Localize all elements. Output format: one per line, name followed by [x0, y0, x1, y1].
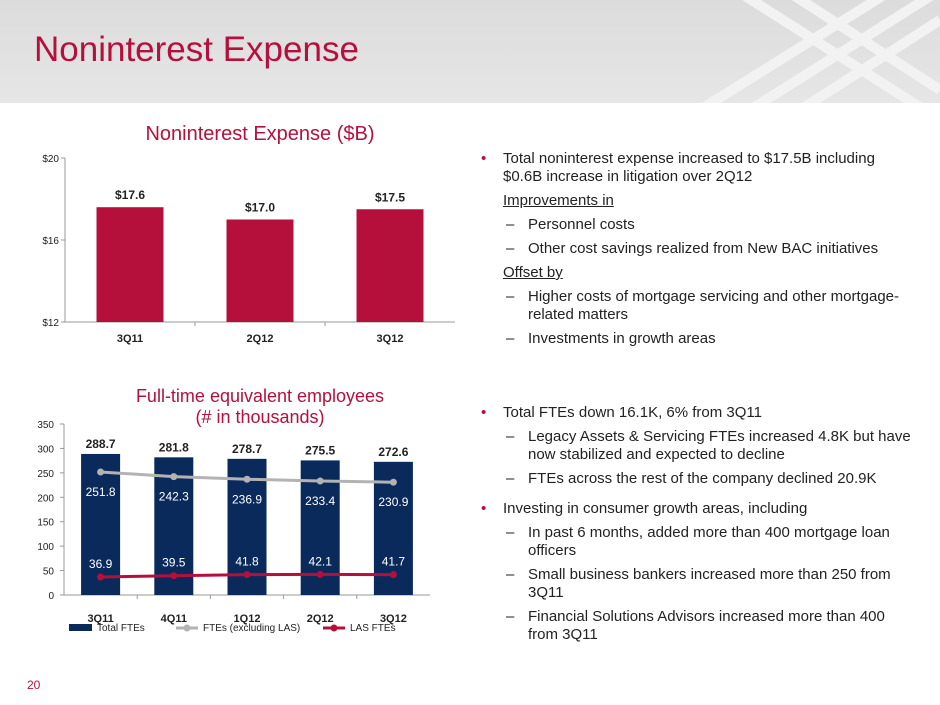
las-fte-point — [243, 571, 251, 579]
fte-excl-las-point — [316, 477, 324, 485]
total-fte-label: 288.7 — [86, 437, 116, 451]
fte-combo-chart: 0 50 100 150 200 250 300 350 288.7 3Q11 281.8 4Q11 2… — [37, 420, 430, 634]
bullet-item: Total noninterest expense increased to $… — [478, 150, 918, 186]
fte-excl-las-label: 251.8 — [86, 485, 116, 499]
x-tick-label: 3Q12 — [377, 333, 404, 345]
y-tick-label: $16 — [42, 236, 59, 247]
legend-marker-fte-excl-las — [183, 624, 191, 632]
sub-bullet-item: In past 6 months, added more than 400 mo… — [478, 524, 918, 560]
page-number: 20 — [27, 678, 41, 692]
y-tick-label: 0 — [48, 591, 54, 602]
fte-excl-las-label: 242.3 — [159, 490, 189, 504]
las-fte-point — [316, 570, 324, 578]
fte-excl-las-point — [170, 473, 178, 481]
fte-excl-las-label: 230.9 — [378, 495, 408, 509]
sub-bullet-item: Legacy Assets & Servicing FTEs increased… — [478, 428, 918, 464]
sub-bullet-item: Investments in growth areas — [478, 330, 918, 348]
y-tick-label: 100 — [37, 542, 54, 553]
legend-marker-las-ftes — [330, 624, 338, 632]
fte-chart-title-line1: Full-time equivalent employees — [135, 386, 385, 406]
bullet-heading: Improvements in — [503, 192, 614, 209]
flag-pattern-decoration — [701, 0, 940, 103]
x-tick-label: 1Q12 — [234, 613, 261, 625]
expense-chart-title: Noninterest Expense ($B) — [145, 123, 375, 145]
bullet-heading: Offset by — [503, 264, 563, 281]
bullet-item: Investing in consumer growth areas, incl… — [478, 500, 918, 518]
fte-excl-las-label: 236.9 — [232, 492, 262, 506]
y-tick-label: $12 — [42, 318, 59, 329]
las-fte-point — [389, 571, 397, 579]
sub-bullet-item: Higher costs of mortgage servicing and o… — [478, 288, 918, 324]
fte-commentary: Total FTEs down 16.1K, 6% from 3Q11 Legac… — [478, 404, 918, 650]
fte-excl-las-label: 233.4 — [305, 494, 335, 508]
x-tick-label: 2Q12 — [247, 333, 274, 345]
total-fte-label: 281.8 — [159, 440, 189, 454]
header-band: Noninterest Expense — [0, 0, 940, 103]
sub-bullet-item: FTEs across the rest of the company decl… — [478, 470, 918, 488]
sub-bullet-item: Financial Solutions Advisors increased m… — [478, 608, 918, 644]
x-tick-label: 2Q12 — [307, 613, 334, 625]
fte-excl-las-point — [389, 478, 397, 486]
y-tick-label: 300 — [37, 444, 54, 455]
total-fte-bar — [154, 457, 194, 595]
fte-chart-title-line2: (# in thousands) — [195, 407, 325, 427]
sub-bullet-item: Small business bankers increased more th… — [478, 566, 918, 602]
x-tick-label: 3Q11 — [87, 613, 113, 625]
sub-bullet-item: Other cost savings realized from New BAC… — [478, 240, 918, 258]
x-tick-label: 4Q11 — [161, 613, 187, 625]
expense-bar — [356, 209, 424, 322]
las-fte-label: 36.9 — [89, 557, 113, 571]
y-tick-label: 50 — [43, 567, 55, 578]
las-fte-label: 42.1 — [309, 554, 333, 568]
y-tick-label: $20 — [42, 154, 59, 165]
fte-excl-las-point — [243, 475, 251, 483]
expense-bar — [96, 207, 164, 322]
las-fte-label: 41.8 — [235, 555, 259, 569]
bar-value-label: $17.5 — [375, 190, 405, 204]
las-fte-label: 39.5 — [162, 556, 186, 570]
x-tick-label: 3Q11 — [117, 333, 143, 345]
fte-chart-title: Full-time equivalent employees (# in tho… — [80, 386, 440, 428]
y-tick-label: 150 — [37, 518, 54, 529]
y-tick-label: 200 — [37, 493, 54, 504]
legend-swatch-total-ftes — [69, 624, 92, 631]
page-title: Noninterest Expense — [34, 30, 359, 69]
fte-excl-las-point — [97, 468, 105, 476]
bullet-item: Total FTEs down 16.1K, 6% from 3Q11 — [478, 404, 918, 422]
total-fte-label: 275.5 — [305, 443, 335, 457]
y-tick-label: 250 — [37, 469, 54, 480]
total-fte-label: 272.6 — [378, 445, 408, 459]
expense-bar — [226, 219, 294, 322]
total-fte-label: 278.7 — [232, 442, 262, 456]
expense-commentary: Total noninterest expense increased to $… — [478, 150, 918, 354]
las-fte-point — [170, 572, 178, 580]
las-fte-point — [97, 573, 105, 581]
total-fte-bar — [81, 453, 121, 595]
bar-value-label: $17.0 — [245, 201, 275, 215]
legend-label-fte-excl-las: FTEs (excluding LAS) — [203, 623, 300, 634]
las-fte-label: 41.7 — [382, 555, 406, 569]
expense-bar-chart: $12 $16 $20 $17.6 3Q11 $17.0 2Q12 $17.5 3Q12 — [42, 154, 455, 345]
x-tick-label: 3Q12 — [380, 613, 407, 625]
bar-value-label: $17.6 — [115, 188, 145, 202]
legend-label-total-ftes: Total FTEs — [97, 623, 145, 634]
legend-label-las-ftes: LAS FTEs — [350, 623, 396, 634]
sub-bullet-item: Personnel costs — [478, 216, 918, 234]
y-tick-label: 350 — [37, 420, 54, 431]
